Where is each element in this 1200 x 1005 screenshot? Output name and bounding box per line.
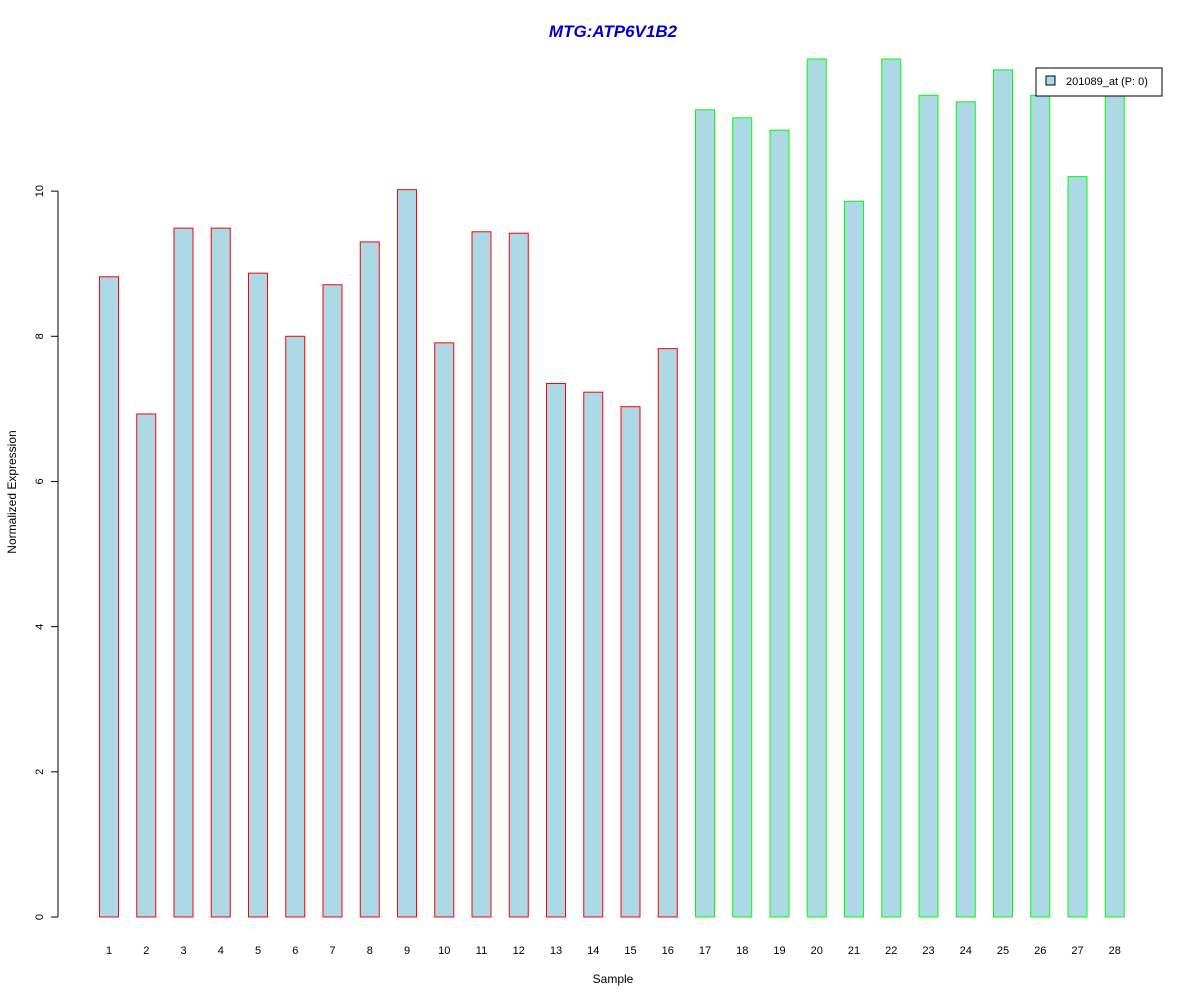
x-tick-labels: 1 2 3 4 5 6 7 8 9 10 11 12 13 14 15 16 17 18 19 20 21 22 23 24 2… xyxy=(106,945,1121,957)
x-tick-label: 27 xyxy=(1071,945,1083,957)
bar-sample-11 xyxy=(471,231,492,918)
bar-sample-18 xyxy=(732,117,753,918)
bar-sample-12 xyxy=(508,232,529,918)
bar-sample-28 xyxy=(1104,94,1125,918)
x-tick-label: 1 xyxy=(106,945,112,957)
bar-sample-4 xyxy=(210,227,231,918)
x-tick-label: 3 xyxy=(180,945,186,957)
bar-sample-1 xyxy=(99,276,119,918)
bar-sample-24 xyxy=(955,101,976,918)
x-tick-label: 16 xyxy=(662,945,674,957)
bar-sample-8 xyxy=(359,241,380,918)
bar-sample-9 xyxy=(397,189,417,918)
x-tick-label: 21 xyxy=(848,945,860,957)
bar-sample-23 xyxy=(918,94,939,918)
chart-title: MTG:ATP6V1B2 xyxy=(549,22,678,41)
x-tick-label: 15 xyxy=(624,945,636,957)
x-tick-label: 25 xyxy=(997,945,1009,957)
bar-sample-19 xyxy=(769,129,790,918)
x-axis-label: Sample xyxy=(593,972,634,986)
bar-sample-10 xyxy=(434,342,455,918)
x-tick-label: 2 xyxy=(143,945,149,957)
x-tick-label: 24 xyxy=(960,945,972,957)
bar-sample-27 xyxy=(1067,176,1088,918)
y-tick-label: 10 xyxy=(34,185,46,197)
bar-sample-21 xyxy=(844,200,864,918)
y-tick-label: 8 xyxy=(34,333,46,339)
x-tick-label: 7 xyxy=(329,945,335,957)
x-tick-label: 14 xyxy=(587,945,599,957)
bar-sample-7 xyxy=(322,284,343,918)
x-tick-label: 4 xyxy=(218,945,224,957)
y-tick-label: 2 xyxy=(34,769,46,775)
x-tick-label: 13 xyxy=(550,945,562,957)
x-tick-label: 26 xyxy=(1034,945,1046,957)
legend-swatch xyxy=(1045,75,1056,86)
x-tick-label: 23 xyxy=(922,945,934,957)
y-axis-label: Normalized Expression xyxy=(5,430,19,553)
y-tick-label: 4 xyxy=(34,624,46,630)
x-tick-label: 12 xyxy=(513,945,525,957)
bars-group xyxy=(99,58,1125,918)
bar-sample-20 xyxy=(806,58,827,918)
legend: 201089_at (P: 0) xyxy=(1035,67,1163,97)
bar-sample-26 xyxy=(1030,94,1051,918)
y-tick-label: 0 xyxy=(34,914,46,920)
x-tick-label: 11 xyxy=(476,945,487,957)
bar-sample-5 xyxy=(248,272,268,918)
x-tick-label: 8 xyxy=(367,945,373,957)
x-tick-label: 17 xyxy=(699,945,711,957)
x-tick-label: 5 xyxy=(255,945,261,957)
x-tick-label: 20 xyxy=(811,945,823,957)
y-tick-label: 6 xyxy=(34,478,46,484)
bar-sample-16 xyxy=(657,348,678,918)
bar-sample-2 xyxy=(136,413,157,918)
x-tick-label: 22 xyxy=(885,945,897,957)
x-tick-label: 10 xyxy=(438,945,450,957)
bar-sample-6 xyxy=(285,335,306,918)
legend-box xyxy=(1035,67,1163,97)
bar-sample-22 xyxy=(881,58,902,918)
x-tick-label: 18 xyxy=(736,945,748,957)
x-tick-label: 28 xyxy=(1109,945,1121,957)
bar-sample-25 xyxy=(993,69,1013,918)
x-tick-label: 6 xyxy=(292,945,298,957)
bar-sample-14 xyxy=(583,391,604,918)
bar-sample-17 xyxy=(695,109,715,918)
legend-label: 201089_at (P: 0) xyxy=(1066,76,1148,88)
bar-sample-13 xyxy=(546,382,566,918)
y-axis: 0 2 4 6 8 10 xyxy=(34,185,59,920)
x-tick-label: 9 xyxy=(404,945,410,957)
bar-sample-15 xyxy=(620,406,641,918)
x-tick-label: 19 xyxy=(773,945,785,957)
bar-sample-3 xyxy=(173,227,194,918)
